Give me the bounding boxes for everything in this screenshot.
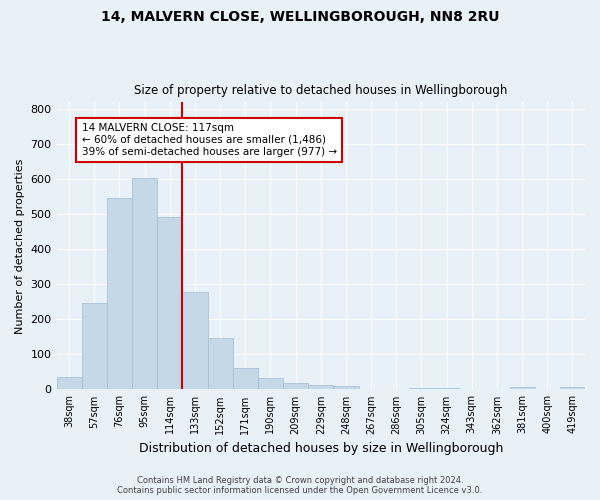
Bar <box>409 388 434 390</box>
Bar <box>308 385 334 390</box>
Text: 14, MALVERN CLOSE, WELLINGBOROUGH, NN8 2RU: 14, MALVERN CLOSE, WELLINGBOROUGH, NN8 2… <box>101 10 499 24</box>
Bar <box>258 378 283 390</box>
Title: Size of property relative to detached houses in Wellingborough: Size of property relative to detached ho… <box>134 84 508 97</box>
Bar <box>509 386 535 390</box>
Bar <box>56 377 82 390</box>
Text: 14 MALVERN CLOSE: 117sqm
← 60% of detached houses are smaller (1,486)
39% of sem: 14 MALVERN CLOSE: 117sqm ← 60% of detach… <box>82 124 337 156</box>
Bar <box>182 292 208 390</box>
Bar <box>208 338 233 390</box>
Bar <box>283 383 308 390</box>
Y-axis label: Number of detached properties: Number of detached properties <box>15 158 25 334</box>
Bar <box>82 302 107 390</box>
Bar <box>233 368 258 390</box>
Bar <box>434 388 459 390</box>
X-axis label: Distribution of detached houses by size in Wellingborough: Distribution of detached houses by size … <box>139 442 503 455</box>
Bar <box>107 198 132 390</box>
Bar <box>157 217 182 390</box>
Bar <box>359 388 383 390</box>
Bar <box>334 386 359 390</box>
Text: Contains HM Land Registry data © Crown copyright and database right 2024.
Contai: Contains HM Land Registry data © Crown c… <box>118 476 482 495</box>
Bar <box>132 178 157 390</box>
Bar <box>560 386 585 390</box>
